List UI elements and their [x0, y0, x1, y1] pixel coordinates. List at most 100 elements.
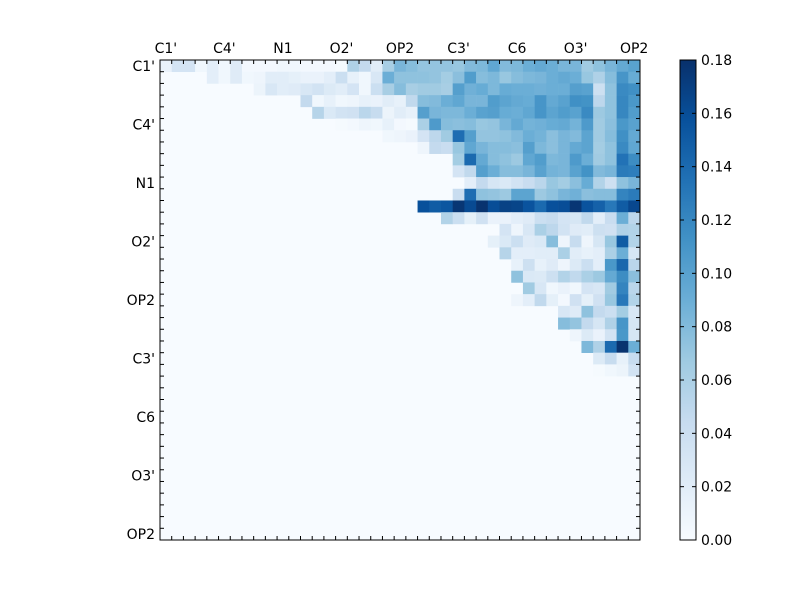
heatmap-cell: [370, 60, 383, 73]
heatmap-cell: [522, 95, 535, 108]
heatmap-cell: [569, 259, 582, 272]
colorbar-tick-label: 0.08: [701, 320, 732, 336]
heatmap-cell: [464, 60, 477, 73]
x-tick-label: C3': [447, 41, 470, 57]
heatmap-cell: [487, 165, 500, 178]
heatmap-cell: [452, 60, 465, 73]
heatmap-cell: [581, 317, 594, 330]
colorbar-ticks: 0.00 0.02 0.04 0.06 0.08 0.10 0.12 0.14 0.16 0.18: [680, 53, 732, 549]
heatmap-cell: [546, 223, 559, 236]
heatmap-cell: [569, 317, 582, 330]
heatmap-cell: [546, 259, 559, 272]
heatmap-cell: [558, 188, 571, 201]
minor-ticks: [159, 59, 641, 541]
y-tick-label: O2': [131, 234, 155, 250]
heatmap-cell: [558, 153, 571, 166]
heatmap-cell: [417, 106, 430, 119]
colorbar-tick-label: 0.10: [701, 266, 732, 282]
heatmap-cell: [206, 60, 219, 73]
heatmap-cell: [534, 282, 547, 295]
heatmap-cell: [417, 71, 430, 84]
heatmap-cell: [335, 71, 348, 84]
heatmap-cell: [616, 177, 629, 190]
x-tick-label: N1: [273, 41, 292, 57]
heatmap-cell: [593, 364, 606, 377]
heatmap-cell: [511, 95, 524, 108]
y-tick-label: C3': [132, 352, 155, 368]
heatmap-cell: [546, 235, 559, 248]
heatmap-cell: [218, 71, 231, 84]
heatmap-cell: [476, 200, 489, 213]
y-tick-label: C6: [136, 410, 155, 426]
heatmap-cell: [546, 141, 559, 154]
heatmap-cell: [300, 95, 313, 108]
heatmap-cell: [558, 282, 571, 295]
heatmap-cell: [534, 130, 547, 143]
heatmap-cell: [534, 141, 547, 154]
heatmap-cell: [359, 95, 372, 108]
heatmap-cell: [534, 60, 547, 73]
heatmap-cell: [312, 106, 325, 119]
heatmap-cell: [464, 153, 477, 166]
heatmap-cell: [265, 71, 278, 84]
heatmap-cell: [487, 188, 500, 201]
heatmap-cell: [440, 71, 453, 84]
heatmap-cell: [335, 106, 348, 119]
heatmap-cell: [558, 223, 571, 236]
heatmap-cell: [534, 223, 547, 236]
heatmap-cell: [499, 118, 512, 131]
heatmap-cell: [569, 212, 582, 225]
heatmap-cell: [534, 71, 547, 84]
heatmap-cell: [487, 153, 500, 166]
heatmap-cell: [534, 83, 547, 96]
heatmap-cell: [382, 118, 395, 131]
heatmap-cell: [569, 130, 582, 143]
heatmap-cell: [405, 95, 418, 108]
heatmap-cell: [628, 294, 641, 307]
heatmap-cell: [569, 177, 582, 190]
x-tick-label: O2': [330, 41, 354, 57]
heatmap-cell: [593, 95, 606, 108]
heatmap-cell: [452, 212, 465, 225]
heatmap-cell: [440, 200, 453, 213]
heatmap-cell: [476, 71, 489, 84]
heatmap-cell: [593, 188, 606, 201]
heatmap-cell: [405, 130, 418, 143]
heatmap-cell: [628, 200, 641, 213]
heatmap-cell: [593, 259, 606, 272]
heatmap-cell: [417, 118, 430, 131]
heatmap-cell: [581, 200, 594, 213]
heatmap-cell: [558, 235, 571, 248]
heatmap-cell: [558, 71, 571, 84]
heatmap-cell: [616, 259, 629, 272]
y-tick-label: O3': [131, 469, 155, 485]
heatmap-cell: [160, 60, 173, 73]
heatmap-cell: [487, 212, 500, 225]
heatmap-cell: [604, 282, 617, 295]
heatmap-cell: [487, 60, 500, 73]
heatmap-cell: [628, 270, 641, 283]
heatmap-cell: [405, 83, 418, 96]
heatmap-cell: [534, 188, 547, 201]
heatmap-cell: [335, 118, 348, 131]
heatmap-cell: [569, 83, 582, 96]
heatmap-cell: [616, 294, 629, 307]
heatmap-cell: [382, 130, 395, 143]
heatmap-cell: [288, 83, 301, 96]
x-tick-labels: C1' C4' N1 O2' OP2 C3' C6 O3' OP2: [155, 41, 649, 57]
heatmap-cell: [359, 106, 372, 119]
heatmap-cell: [604, 352, 617, 365]
heatmap-cell: [593, 247, 606, 260]
heatmap-cell: [616, 352, 629, 365]
heatmap-cell: [253, 71, 266, 84]
heatmap-cell: [604, 329, 617, 342]
heatmap-cell: [593, 223, 606, 236]
heatmap-cell: [522, 212, 535, 225]
heatmap-cell: [546, 130, 559, 143]
heatmap-cell: [628, 177, 641, 190]
heatmap-cell: [546, 200, 559, 213]
heatmap-cell: [522, 223, 535, 236]
heatmap-cell: [487, 177, 500, 190]
heatmap-cell: [581, 294, 594, 307]
heatmap-cell: [476, 141, 489, 154]
